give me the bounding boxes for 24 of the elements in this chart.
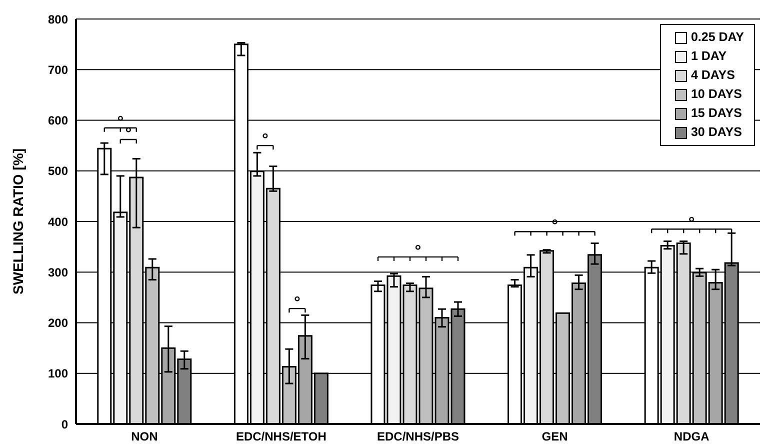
y-tick-label: 0 [61,417,68,432]
y-tick-label: 500 [48,164,68,178]
y-tick-label: 800 [48,12,68,26]
annotation: ° [262,132,268,149]
annotation: ° [414,242,422,260]
x-tick-label: NON [131,430,158,444]
y-tick-label: 400 [48,214,68,229]
y-tick-label: 600 [48,114,68,128]
x-tick-label: EDC/NHS/PBS [376,430,460,444]
y-tick-label: 300 [48,265,68,280]
x-tick-label: GEN [542,430,568,444]
y-tick-label: 700 [48,62,68,77]
legend-label: 1 DAY [690,48,727,65]
legend-label: 15 DAYS [690,105,742,122]
x-tick-label: EDC/NHS/ETOH [236,430,326,444]
legend-label: 30 DAYS [690,124,742,141]
legend-label: 0.25 DAY [690,29,744,46]
legend-label: 4 DAYS [690,67,735,84]
y-tick-label: 100 [48,366,68,381]
legend-label: 10 DAYS [690,86,742,103]
y-tick-label: 200 [48,316,68,330]
x-tick-label: NDGA [674,430,710,444]
y-axis-title: SWELLING RATIO [%] [10,148,26,294]
annotation: ° [294,294,300,312]
